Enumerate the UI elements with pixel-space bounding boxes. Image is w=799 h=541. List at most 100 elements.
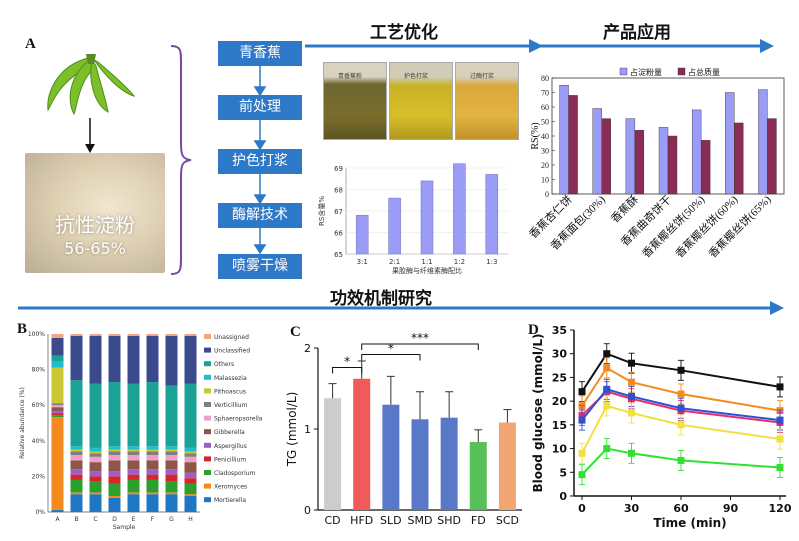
stack-segment [146,334,159,336]
down-arrow-icon [85,118,95,153]
legend-swatch [204,429,211,435]
data-point [776,416,784,424]
y-tick-label: 5 [559,466,567,479]
y-tick-label: 30 [541,147,549,156]
bar-total-share [700,140,711,195]
x-axis-label: Sample [113,524,136,531]
stack-segment [146,449,159,452]
jar-label-3: 过酶打浆 [470,73,495,80]
y-tick-label: 2 [304,342,311,355]
data-point [578,388,586,396]
data-point [603,385,611,393]
bar-starch-share [559,85,569,195]
data-point [776,383,784,391]
bar-total-share [667,135,678,195]
curly-bracket [170,45,192,275]
y-tick-label: 40% [32,438,46,445]
stack-segment [146,474,159,480]
significance-marker: *** [411,331,429,345]
stack-segment [89,494,102,512]
stack-segment [51,405,64,408]
stack-segment [165,474,178,482]
process-optimization-title: 工艺优化 [370,23,438,43]
significance-marker: * [388,341,394,355]
y-axis-label: TG (mmol/L) [285,392,299,468]
x-tick-label: B [74,516,78,523]
x-tick-label: A [55,516,60,523]
x-tick-label: CD [324,514,340,527]
stack-segment [184,495,197,512]
y-tick-label: 10 [552,443,568,456]
stack-segment [51,334,64,338]
x-tick-label: 香蕉酥 [608,193,641,226]
enzyme-ratio-chart: 65 66 67 68 69 3:1 2:1 1:1 1:2 1:3 果胶酶与纤维素酶配比 RS含量% [317,163,508,275]
y-tick-label: 0 [304,504,311,517]
stack-segment [146,455,159,461]
x-tick-label: HFD [350,514,373,527]
data-point [677,421,685,429]
x-tick-label: H [188,516,193,523]
stack-segment [108,471,121,477]
legend-swatch [677,67,686,76]
stack-segment [184,451,197,454]
y-tick-label: 60% [32,402,46,409]
stack-segment [165,481,178,493]
stack-segment [184,456,197,463]
legend-label: Sphaeropsorella [214,416,263,423]
stack-segment [108,497,121,512]
y-tick-label: 35 [552,324,567,337]
data-point [776,464,784,472]
stack-segment [184,447,197,452]
data-point [628,378,635,386]
jar-photo-2: 护色打浆 [389,62,453,140]
stack-segment [184,483,197,495]
stack-segment [70,451,83,456]
bar-starch-share [691,109,702,195]
step-flow-arrows [253,66,267,255]
bar-starch-share [625,118,636,195]
legend-swatch [619,67,628,76]
bar-starch-share [658,127,669,195]
x-tick-label: C [93,516,97,523]
stack-segment [127,460,140,470]
legend-swatch [204,374,211,380]
stack-segment [51,367,64,404]
stack-segment [70,335,83,381]
stack-segment [51,355,64,362]
legend-label: Xeromyces [214,484,247,491]
resistant-starch-powder-image: 抗性淀粉 56-65% [25,153,165,273]
stack-segment [70,334,83,336]
legend-label: Malassezia [214,375,247,382]
stack-segment [165,385,178,447]
x-axis-label: 果胶酶与纤维素酶配比 [392,266,462,275]
data-point [628,409,635,417]
x-tick-label: 0 [578,502,586,515]
data-point [578,416,586,424]
stack-segment [146,446,159,450]
legend-swatch [204,361,211,367]
bar [453,163,466,255]
mechanism-arrow [18,301,784,315]
x-tick-label: 2:1 [389,258,400,266]
y-tick-label: 20 [541,161,549,170]
y-tick-label: 0 [545,190,549,199]
legend-swatch [204,334,211,339]
stack-segment [89,335,102,384]
stack-segment [108,382,121,447]
x-tick-label: D [112,516,117,523]
y-tick-label: 66 [334,230,343,238]
bar [498,422,516,510]
stack-segment [89,456,102,463]
stack-segment [89,453,102,457]
legend-label: 占淀粉量 [630,67,662,77]
y-tick-label: 67 [334,208,343,216]
stack-segment [146,460,159,470]
stack-segment [89,476,102,482]
stack-segment [51,510,64,512]
panel-label-b: B [17,321,28,337]
blood-glucose-chart: 0 5 10 15 20 25 30 35 0 30 60 90 120 Time (min) Blood … [531,324,792,530]
stack-segment [51,411,64,414]
legend-swatch [204,347,211,353]
stack-segment [165,451,178,456]
